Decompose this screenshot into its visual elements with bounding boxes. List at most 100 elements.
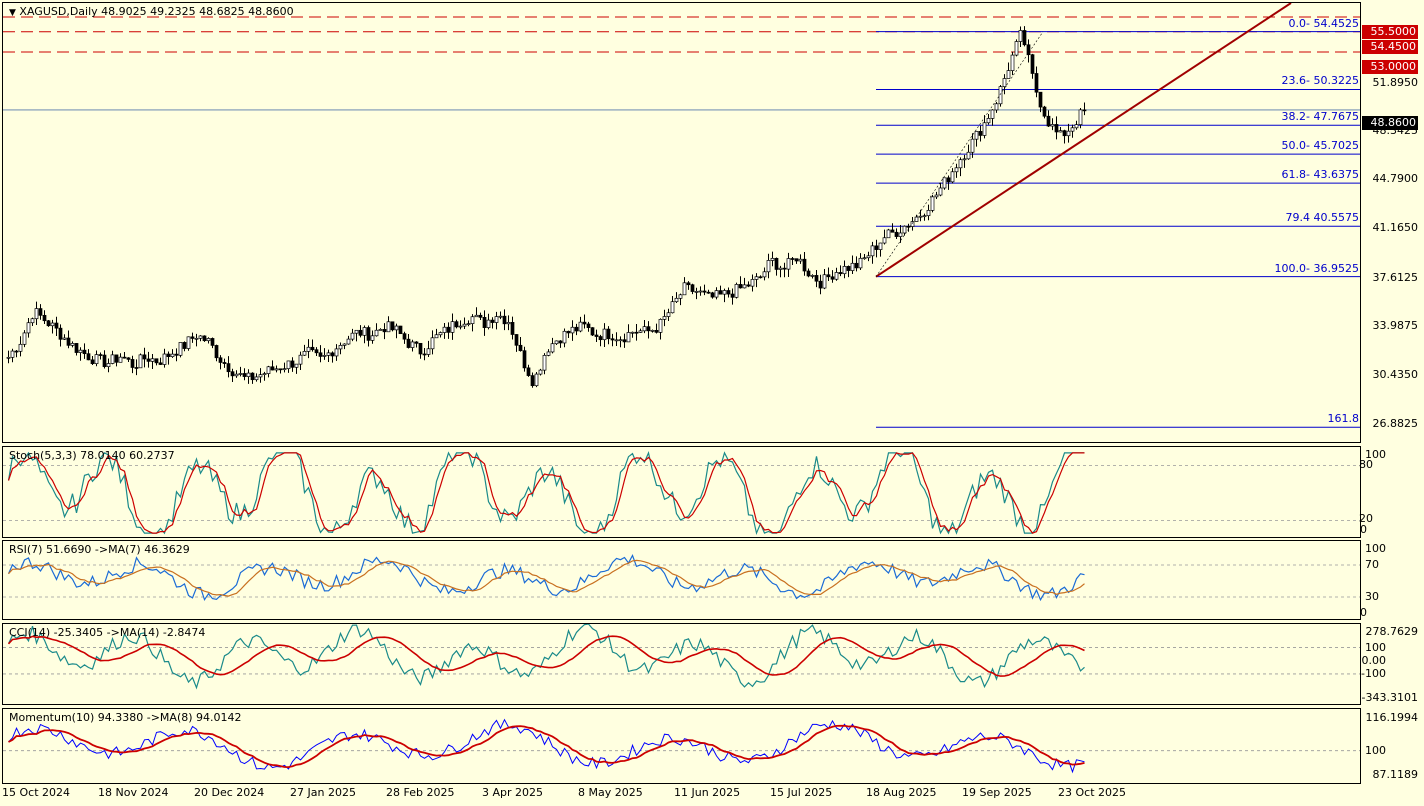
candle-body xyxy=(66,337,71,346)
price-tick: 33.9875 xyxy=(1372,319,1419,332)
cci-ma-line xyxy=(7,635,1085,677)
candle-body xyxy=(534,373,539,387)
cci-pane[interactable]: CCI(14) -25.3405 ->MA(14) -2.8474 xyxy=(2,623,1361,705)
candle-body xyxy=(742,284,747,289)
candle-body xyxy=(282,368,287,371)
candle-body xyxy=(902,225,907,234)
candle-body xyxy=(74,343,79,353)
candle-body xyxy=(766,260,771,273)
candle-body xyxy=(14,350,19,353)
candle-body xyxy=(522,350,527,369)
candle-body xyxy=(430,337,435,350)
price-tick: 26.8825 xyxy=(1372,417,1419,430)
stoch-tick: 0 xyxy=(1360,523,1367,536)
candle-body xyxy=(710,292,715,298)
price-tick: 44.7900 xyxy=(1372,172,1419,185)
candle-body xyxy=(978,131,983,136)
candle-body xyxy=(538,369,543,375)
candle-body xyxy=(894,231,899,237)
momentum-tick: 100 xyxy=(1365,744,1386,757)
candle-body xyxy=(778,267,783,270)
candle-body xyxy=(942,177,947,189)
candle-body xyxy=(1046,115,1051,127)
candle-body xyxy=(994,103,999,111)
candle-body xyxy=(490,319,495,323)
candle-body xyxy=(998,86,1003,105)
candle-body xyxy=(906,225,911,228)
candle-body xyxy=(466,323,471,325)
candle-body xyxy=(950,171,955,183)
candle-body xyxy=(702,290,707,293)
cci-label: CCI(14) -25.3405 ->MA(14) -2.8474 xyxy=(9,626,206,639)
candle-body xyxy=(570,326,575,334)
candle-body xyxy=(318,352,323,357)
resistance-badge-54.45: 54.4500 xyxy=(1362,40,1418,54)
price-tick: 51.8950 xyxy=(1372,76,1419,89)
candle-body xyxy=(502,315,507,325)
collapse-arrow-icon[interactable]: ▼ xyxy=(9,8,16,18)
candle-body xyxy=(962,158,967,161)
candle-body xyxy=(30,318,35,324)
candle-body xyxy=(322,355,327,357)
candle-body xyxy=(426,348,431,355)
candle-body xyxy=(722,290,727,295)
rsi-pane[interactable]: RSI(7) 51.6690 ->MA(7) 46.3629 xyxy=(2,540,1361,620)
candle-body xyxy=(1010,54,1015,71)
date-label: 28 Feb 2025 xyxy=(386,786,455,799)
candle-body xyxy=(346,338,351,345)
candle-body xyxy=(654,329,659,333)
date-label: 8 May 2025 xyxy=(578,786,643,799)
candle-body xyxy=(790,258,795,260)
candle-body xyxy=(286,360,291,370)
candle-body xyxy=(842,266,847,275)
candle-body xyxy=(182,342,187,349)
candle-body xyxy=(910,221,915,227)
candle-body xyxy=(954,167,959,173)
candle-body xyxy=(290,360,295,368)
candle-body xyxy=(50,322,55,327)
candle-body xyxy=(874,245,879,250)
candle-body xyxy=(358,329,363,336)
candle-body xyxy=(470,316,475,324)
candle-body xyxy=(762,271,767,278)
candle-body xyxy=(390,321,395,331)
stoch-pane[interactable]: Stoch(5,3,3) 78.0140 60.2737 xyxy=(2,446,1361,538)
stoch-tick: 20 xyxy=(1359,512,1373,525)
momentum-svg xyxy=(3,718,1360,774)
candle-body xyxy=(230,371,235,377)
candle-body xyxy=(658,318,663,333)
price-tick: 41.1650 xyxy=(1372,221,1419,234)
candle-body xyxy=(446,326,451,333)
candle-body xyxy=(394,325,399,331)
candle-body xyxy=(822,274,827,289)
momentum-label: Momentum(10) 94.3380 ->MA(8) 94.0142 xyxy=(9,711,242,724)
candle-body xyxy=(542,355,547,371)
candle-body xyxy=(1030,54,1035,74)
candle-body xyxy=(758,276,763,279)
candle-body xyxy=(946,177,951,183)
candle-body xyxy=(550,343,555,353)
price-pane[interactable]: ▼ XAGUSD,Daily 48.9025 49.2325 48.6825 4… xyxy=(2,2,1361,443)
candle-body xyxy=(382,329,387,333)
fib-level-label: 79.4 40.5575 xyxy=(1285,211,1359,225)
candle-body xyxy=(494,316,499,323)
candle-body xyxy=(526,367,531,376)
candle-body xyxy=(26,322,31,334)
candle-body xyxy=(46,320,51,327)
candle-body xyxy=(38,308,43,316)
candle-body xyxy=(858,257,863,269)
candle-body xyxy=(366,327,371,341)
symbol-ohlc-text: XAGUSD,Daily 48.9025 49.2325 48.6825 48.… xyxy=(19,5,294,18)
candle-body xyxy=(726,290,731,295)
candle-body xyxy=(730,293,735,298)
date-label: 18 Nov 2024 xyxy=(98,786,169,799)
candle-body xyxy=(250,372,255,381)
candle-body xyxy=(922,215,927,218)
candle-body xyxy=(130,359,135,368)
candle-body xyxy=(194,337,199,340)
momentum-pane[interactable]: Momentum(10) 94.3380 ->MA(8) 94.0142 xyxy=(2,708,1361,784)
candle-body xyxy=(562,330,567,344)
candle-body xyxy=(178,342,183,356)
current-price-badge: 48.8600 xyxy=(1362,116,1418,130)
candle-body xyxy=(254,376,259,381)
